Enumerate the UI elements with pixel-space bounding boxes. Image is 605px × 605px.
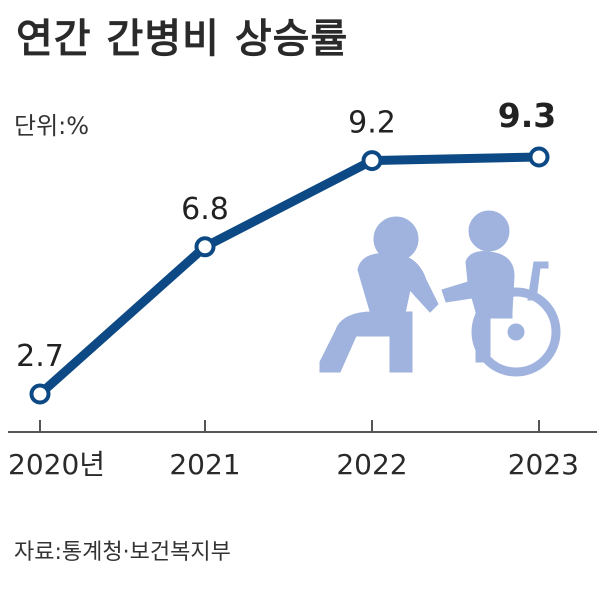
unit-label: 단위:% bbox=[14, 112, 90, 140]
chart-title: 연간 간병비 상승률 bbox=[16, 16, 349, 62]
x-tick-label: 2022 bbox=[336, 448, 407, 481]
data-point bbox=[194, 236, 216, 258]
caregiver-wheelchair-icon bbox=[319, 210, 561, 377]
x-tick-label: 2021 bbox=[169, 448, 240, 481]
data-label: 9.3 bbox=[498, 96, 556, 135]
data-label: 6.8 bbox=[181, 192, 229, 227]
data-point bbox=[361, 150, 383, 172]
data-label: 2.7 bbox=[16, 339, 64, 374]
source-note: 자료:통계청·보건복지부 bbox=[14, 540, 231, 565]
data-label: 9.2 bbox=[348, 106, 396, 141]
x-tick-label: 2020년 bbox=[8, 448, 105, 481]
x-tick-label: 2023 bbox=[508, 448, 579, 481]
data-point bbox=[528, 146, 550, 168]
series-line bbox=[35, 152, 544, 399]
data-point bbox=[29, 383, 51, 405]
